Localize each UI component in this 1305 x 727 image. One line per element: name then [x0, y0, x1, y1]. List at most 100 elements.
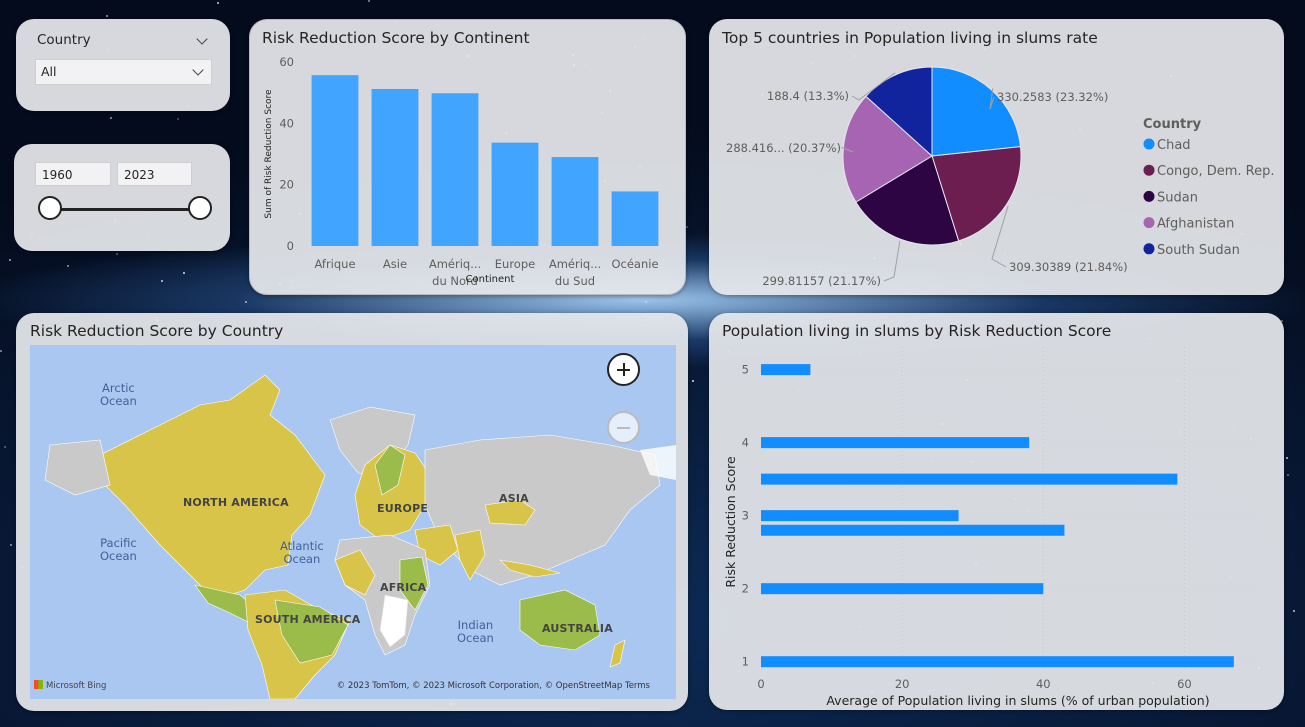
legend-label: Sudan [1157, 190, 1198, 205]
new-zealand [609, 639, 626, 668]
year-slicer: 1960 2023 [14, 144, 230, 251]
star [4, 446, 6, 448]
star [0, 350, 2, 352]
pie-slice[interactable] [931, 66, 1022, 157]
star [686, 226, 688, 228]
pie-slice[interactable] [842, 95, 933, 203]
north-america [99, 374, 326, 596]
y-tick-label: 2 [742, 582, 749, 596]
legend-marker[interactable] [1143, 243, 1155, 255]
chevron-down-icon [192, 64, 204, 76]
pie-leader-line[interactable] [991, 205, 1009, 268]
year-slider-track[interactable] [49, 208, 200, 211]
pie-leader-line[interactable] [989, 88, 995, 110]
year-end-input[interactable]: 2023 [117, 162, 192, 186]
pie-leader-line[interactable] [883, 241, 901, 282]
pie-leader-line[interactable] [851, 72, 896, 101]
mongolia [484, 499, 536, 526]
star [177, 118, 179, 120]
y-axis-title: Sum of Risk Reduction Score [264, 89, 274, 219]
world-map[interactable]: Arctic Ocean Pacific Ocean Atlantic Ocean I… [30, 345, 676, 699]
star [67, 265, 69, 267]
continent-bar[interactable] [611, 191, 659, 246]
x-axis-title: Average of Population living in slums (%… [826, 693, 1209, 708]
hbar-chart-title: Population living in slums by Risk Reduc… [722, 322, 1112, 340]
country-slicer-label: Country [37, 32, 91, 48]
star [116, 253, 118, 255]
pie-data-label: 330.2583 (23.32%) [997, 90, 1108, 104]
europe [354, 444, 431, 541]
slums-bar[interactable] [761, 364, 811, 376]
ocean-label-indian: Indian Ocean [457, 618, 494, 645]
continent-bar[interactable] [431, 93, 479, 246]
legend-label: Chad [1157, 138, 1191, 153]
legend-label: South Sudan [1157, 243, 1240, 258]
star [1293, 610, 1295, 612]
pie-slice[interactable] [931, 146, 1022, 242]
star [1287, 474, 1289, 476]
y-tick-label: 5 [742, 363, 749, 377]
map-land [44, 374, 676, 699]
pie-slice[interactable] [855, 155, 960, 246]
legend-marker[interactable] [1143, 164, 1155, 176]
slums-bar[interactable] [761, 510, 959, 522]
star [692, 380, 694, 382]
slums-bar[interactable] [761, 524, 1065, 536]
x-axis-title: Continent [466, 274, 515, 285]
y-tick-label: 1 [742, 655, 749, 669]
scandinavia [374, 444, 406, 496]
slums-bar[interactable] [761, 583, 1044, 595]
slums-pie-card: Top 5 countries in Population living in … [709, 19, 1284, 295]
star [645, 301, 647, 303]
star [9, 259, 11, 261]
pie-slice[interactable] [865, 66, 933, 158]
region-label-europe: EUROPE [377, 502, 429, 515]
southern-africa [379, 594, 409, 648]
continent-bar[interactable] [311, 75, 359, 246]
slums-bar[interactable] [761, 437, 1030, 449]
slums-bar[interactable] [761, 656, 1234, 668]
continent-bar-card: Risk Reduction Score by Continent 0 20 40 6… [249, 19, 686, 295]
country-dropdown-value: All [41, 64, 57, 79]
region-label-north-america: NORTH AMERICA [183, 496, 289, 509]
map-title: Risk Reduction Score by Country [30, 322, 284, 340]
map-attribution[interactable]: © 2023 TomTom, © 2023 Microsoft Corporat… [336, 681, 650, 691]
zoom-out-button[interactable] [607, 411, 640, 444]
region-label-south-america: SOUTH AMERICA [255, 613, 361, 626]
pie-leader-line[interactable] [841, 146, 854, 153]
collapse-chevron-icon[interactable] [196, 33, 208, 45]
ocean-label-pacific: Pacific Ocean [100, 536, 137, 563]
alaska [44, 439, 111, 496]
pie-data-label: 309.30389 (21.84%) [1009, 260, 1128, 274]
x-tick-label: 20 [895, 677, 910, 691]
pie-chart-title: Top 5 countries in Population living in … [722, 29, 1098, 47]
continent-bar-chart: 0 20 40 60 Afrique Asie Amériq... du Nord Europe… [264, 55, 659, 288]
star [106, 15, 108, 17]
continent-bar[interactable] [551, 157, 599, 246]
year-slider-start-handle[interactable] [38, 196, 62, 220]
x-tick-label: Océanie [611, 257, 658, 271]
australia [519, 589, 601, 651]
legend-marker[interactable] [1143, 217, 1155, 229]
slums-pie-chart: 330.2583 (23.32%) 309.30389 (21.84%) 299.8… [726, 66, 1275, 288]
star [217, 2, 219, 4]
y-tick-label: 4 [742, 436, 749, 450]
slums-hbar-card: Population living in slums by Risk Reduc… [709, 313, 1284, 710]
star [1286, 457, 1288, 459]
legend-label: Congo, Dem. Rep. [1157, 164, 1275, 179]
slums-bar[interactable] [761, 473, 1178, 485]
y-tick-label: 3 [742, 509, 749, 523]
x-tick-label: 40 [1036, 677, 1051, 691]
star [110, 117, 112, 119]
legend-marker[interactable] [1143, 138, 1155, 150]
country-dropdown[interactable]: All [35, 59, 212, 85]
zoom-in-button[interactable] [607, 353, 640, 386]
star [245, 301, 247, 303]
x-tick-label: Europe [495, 257, 535, 271]
year-slider-end-handle[interactable] [188, 196, 212, 220]
y-tick-label: 0 [287, 239, 294, 253]
continent-bar[interactable] [371, 88, 419, 246]
legend-marker[interactable] [1143, 190, 1155, 202]
year-start-input[interactable]: 1960 [35, 162, 111, 186]
continent-bar[interactable] [491, 142, 539, 246]
